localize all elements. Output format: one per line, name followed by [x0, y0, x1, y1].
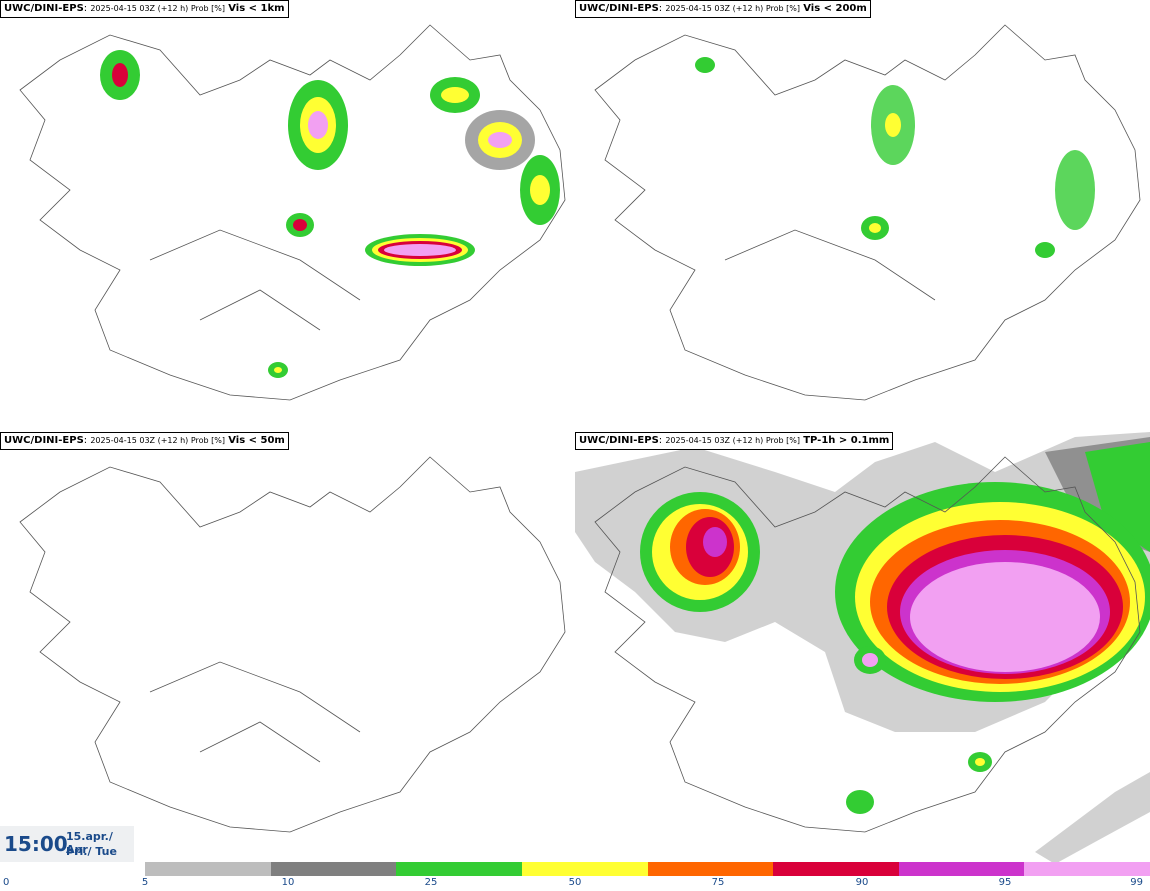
colorbar-segment	[898, 862, 1025, 876]
coastline	[19, 456, 566, 833]
model-name: UWC/DINI-EPS	[4, 3, 84, 14]
colorbar-segment	[647, 862, 774, 876]
precip-probability-areas	[575, 432, 1150, 864]
model-name: UWC/DINI-EPS	[579, 435, 659, 446]
map-panel-precip: UWC/DINI-EPS: 2025-04-15 03Z (+12 h) Pro…	[575, 432, 1150, 864]
coastline	[594, 456, 1141, 833]
colorbar-tick-label: 25	[424, 877, 438, 888]
panel-title: UWC/DINI-EPS: 2025-04-15 03Z (+12 h) Pro…	[0, 0, 289, 18]
colorbar-tick-label: 90	[855, 877, 869, 888]
iceland-map	[594, 24, 1141, 401]
colorbar	[145, 862, 1150, 876]
valid-time-clock: 15:00	[4, 832, 68, 856]
run-meta: 2025-04-15 03Z (+12 h) Prob [%]	[665, 4, 801, 13]
map-panel-vis-200m: UWC/DINI-EPS: 2025-04-15 03Z (+12 h) Pro…	[575, 0, 1150, 432]
iceland-map	[575, 432, 1150, 864]
colorbar-segment	[773, 862, 899, 876]
colorbar-tick-label: 50	[568, 877, 582, 888]
run-meta: 2025-04-15 03Z (+12 h) Prob [%]	[90, 4, 226, 13]
map-panel-vis-1km: UWC/DINI-EPS: 2025-04-15 03Z (+12 h) Pro…	[0, 0, 575, 432]
colorbar-tick-label: 75	[711, 877, 725, 888]
model-name: UWC/DINI-EPS	[579, 3, 659, 14]
field-name: Vis < 1km	[228, 3, 285, 14]
panel-title: UWC/DINI-EPS: 2025-04-15 03Z (+12 h) Pro…	[575, 432, 894, 450]
colorbar-segment	[521, 862, 648, 876]
colorbar-tick-label: 5	[141, 877, 149, 888]
colorbar-tick-label: 99	[1130, 877, 1143, 888]
colorbar-segment	[145, 862, 271, 876]
colorbar-tick-label: 95	[998, 877, 1012, 888]
fog-probability-areas	[100, 50, 560, 378]
coastline	[594, 24, 1141, 401]
field-name: Vis < 50m	[228, 435, 285, 446]
colorbar-segment	[270, 862, 397, 876]
model-name: UWC/DINI-EPS	[4, 435, 84, 446]
valid-weekday: Þri./ Tue	[66, 845, 117, 858]
panel-title: UWC/DINI-EPS: 2025-04-15 03Z (+12 h) Pro…	[0, 432, 289, 450]
panel-title: UWC/DINI-EPS: 2025-04-15 03Z (+12 h) Pro…	[575, 0, 871, 18]
fog-probability-areas	[695, 57, 1095, 258]
colorbar-segment	[396, 862, 522, 876]
iceland-map	[19, 456, 566, 833]
run-meta: 2025-04-15 03Z (+12 h) Prob [%]	[665, 436, 801, 445]
coastline	[19, 24, 566, 401]
valid-time-box: 15:00 15.apr./ Apr Þri./ Tue	[0, 826, 134, 862]
colorbar-segment	[1024, 862, 1150, 876]
run-meta: 2025-04-15 03Z (+12 h) Prob [%]	[90, 436, 226, 445]
colorbar-tick-label: 10	[281, 877, 295, 888]
map-panel-vis-50m: UWC/DINI-EPS: 2025-04-15 03Z (+12 h) Pro…	[0, 432, 575, 864]
iceland-map	[19, 24, 566, 401]
field-name: TP-1h > 0.1mm	[803, 435, 890, 446]
field-name: Vis < 200m	[803, 3, 867, 14]
valid-date: 15.apr./ Apr	[66, 830, 113, 856]
colorbar-tick-label: 0	[3, 877, 10, 888]
